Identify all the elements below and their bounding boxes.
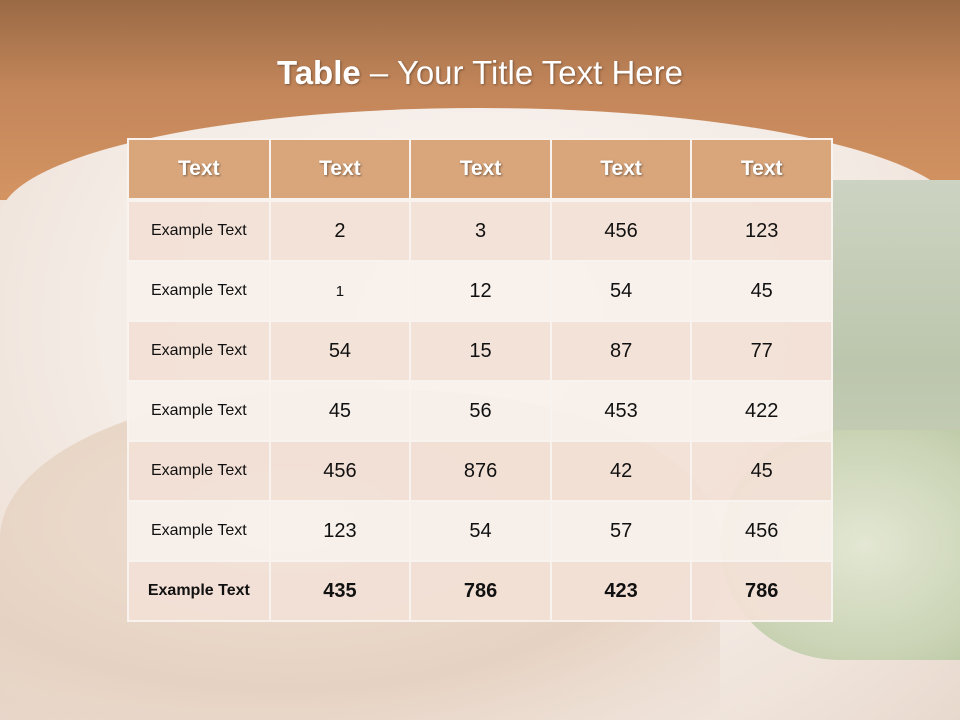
table-cell: 12 xyxy=(409,260,552,322)
row-label: Example Text xyxy=(127,560,271,622)
table-cell: 54 xyxy=(268,320,412,382)
table-row: Example Text 54 15 87 77 xyxy=(127,320,833,382)
row-label: Example Text xyxy=(127,260,271,322)
column-header: Text xyxy=(409,138,552,201)
column-header: Text xyxy=(127,138,271,201)
row-label: Example Text xyxy=(127,500,271,562)
table-row: Example Text 435 786 423 786 xyxy=(127,560,833,622)
table-cell: 786 xyxy=(409,560,552,622)
table-cell: 45 xyxy=(690,260,833,322)
table-cell: 123 xyxy=(268,500,412,562)
table-cell: 456 xyxy=(268,440,412,502)
table-cell: 123 xyxy=(690,199,833,262)
column-header: Text xyxy=(268,138,412,201)
table-cell: 786 xyxy=(690,560,833,622)
table-cell: 456 xyxy=(690,500,833,562)
table-cell: 54 xyxy=(409,500,552,562)
table-cell: 435 xyxy=(268,560,412,622)
title-rest: – Your Title Text Here xyxy=(360,54,683,91)
table-cell: 45 xyxy=(690,440,833,502)
table-cell: 77 xyxy=(690,320,833,382)
row-label: Example Text xyxy=(127,440,271,502)
table-row: Example Text 123 54 57 456 xyxy=(127,500,833,562)
table-cell: 42 xyxy=(549,440,693,502)
row-label: Example Text xyxy=(127,380,271,442)
data-table: Text Text Text Text Text Example Text 2 3 456 12… xyxy=(127,138,833,622)
slide-title: Table – Your Title Text Here xyxy=(0,54,960,92)
table-cell: 57 xyxy=(549,500,693,562)
row-label: Example Text xyxy=(127,320,271,382)
table-cell: 56 xyxy=(409,380,552,442)
table-cell: 423 xyxy=(549,560,693,622)
table-cell: 1 xyxy=(268,260,412,322)
table-cell: 3 xyxy=(409,199,552,262)
table-cell: 422 xyxy=(690,380,833,442)
column-header: Text xyxy=(690,138,833,201)
table-row: Example Text 2 3 456 123 xyxy=(127,199,833,262)
column-header: Text xyxy=(549,138,693,201)
table-cell: 15 xyxy=(409,320,552,382)
table-cell: 87 xyxy=(549,320,693,382)
table-cell: 54 xyxy=(549,260,693,322)
table-row: Example Text 45 56 453 422 xyxy=(127,380,833,442)
table-cell: 876 xyxy=(409,440,552,502)
table-row: Example Text 456 876 42 45 xyxy=(127,440,833,502)
table-row: Example Text 1 12 54 45 xyxy=(127,260,833,322)
table-cell: 2 xyxy=(268,199,412,262)
table-cell: 453 xyxy=(549,380,693,442)
row-label: Example Text xyxy=(127,199,271,262)
title-bold: Table xyxy=(277,54,361,91)
header-row: Text Text Text Text Text xyxy=(127,138,833,201)
table-cell: 456 xyxy=(549,199,693,262)
table-cell: 45 xyxy=(268,380,412,442)
